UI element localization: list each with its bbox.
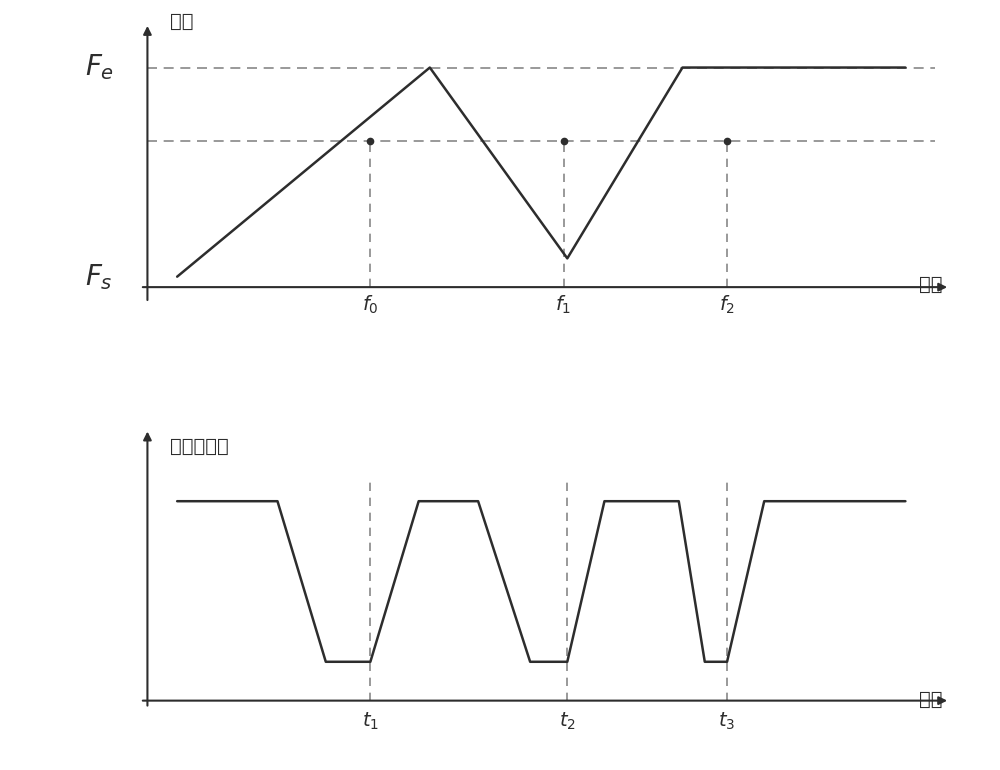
Text: $F_e$: $F_e$ bbox=[85, 52, 114, 82]
Text: 频率: 频率 bbox=[170, 12, 193, 31]
Text: $t_1$: $t_1$ bbox=[362, 711, 379, 732]
Text: $t_2$: $t_2$ bbox=[559, 711, 576, 732]
Text: 检测中间量: 检测中间量 bbox=[170, 437, 228, 456]
Text: $F_s$: $F_s$ bbox=[85, 262, 113, 292]
Text: $f_2$: $f_2$ bbox=[719, 293, 735, 316]
Text: 时间: 时间 bbox=[919, 275, 943, 294]
Text: 时间: 时间 bbox=[919, 690, 943, 709]
Text: $f_0$: $f_0$ bbox=[362, 293, 379, 316]
Text: $f_1$: $f_1$ bbox=[555, 293, 572, 316]
Text: $t_3$: $t_3$ bbox=[718, 711, 736, 732]
